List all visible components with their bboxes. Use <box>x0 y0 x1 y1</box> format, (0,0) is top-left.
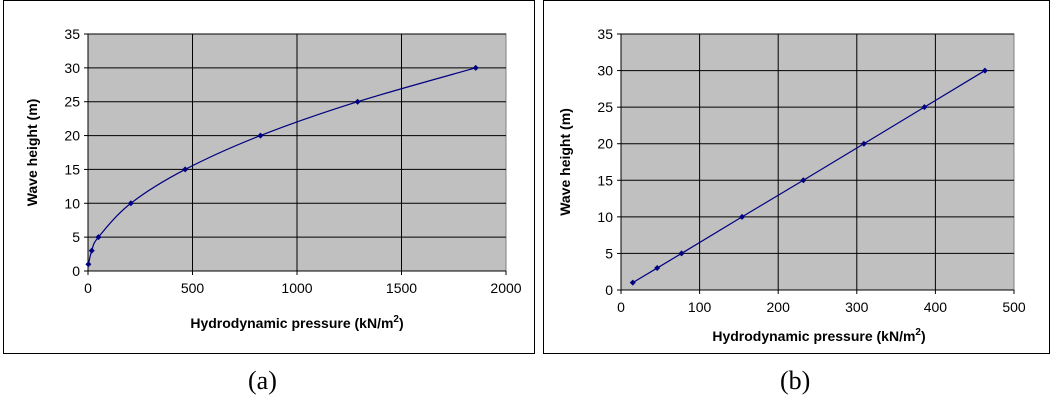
x-tick-label: 500 <box>181 280 205 296</box>
y-tick-label: 20 <box>64 128 80 144</box>
x-tick-label: 1500 <box>386 280 417 296</box>
y-axis-title: Wave height (m) <box>24 99 40 207</box>
caption-b: (b) <box>780 366 811 395</box>
y-tick-label: 10 <box>64 195 80 211</box>
data-point <box>921 104 928 111</box>
x-tick-label: 100 <box>688 299 712 315</box>
data-point <box>860 140 867 147</box>
chart-panel-a: 0 5 10 15 20 25 30 35 0 500 1000 1500 2000 Hydrodynam… <box>3 0 535 354</box>
x-tick-label: 300 <box>845 299 869 315</box>
x-axis-title: Hydrodynamic pressure (kN/m2) <box>712 327 925 344</box>
series-line <box>632 70 986 284</box>
y-tick-label: 0 <box>605 282 613 298</box>
x-tick-label: 500 <box>1002 299 1026 315</box>
data-point <box>800 177 807 184</box>
caption-a: (a) <box>248 366 277 395</box>
y-tick-label: 25 <box>64 94 80 110</box>
y-tick-label: 30 <box>64 60 80 76</box>
y-tick-label: 5 <box>605 245 613 261</box>
x-tick-label: 400 <box>924 299 948 315</box>
y-tick-label: 0 <box>72 263 80 279</box>
y-tick-label: 15 <box>597 172 613 188</box>
y-tick-label: 5 <box>72 229 80 245</box>
data-point <box>354 98 361 105</box>
chart-b-svg: 0 5 10 15 20 25 30 35 0 100 200 300 400 500 Hydrodynam… <box>557 26 1026 344</box>
y-tick-label: 10 <box>597 209 613 225</box>
y-tick-label: 35 <box>64 26 80 42</box>
data-point <box>472 64 479 71</box>
data-point <box>95 234 102 241</box>
data-point <box>629 279 636 286</box>
y-tick-label: 25 <box>597 99 613 115</box>
y-tick-label: 30 <box>597 63 613 79</box>
plot-area <box>620 33 1015 291</box>
x-tick-label: 200 <box>767 299 791 315</box>
data-point <box>678 250 685 257</box>
x-tick-label: 2000 <box>490 280 521 296</box>
y-tick-label: 20 <box>597 136 613 152</box>
chart-a-svg: 0 5 10 15 20 25 30 35 0 500 1000 1500 2000 Hydrodynam… <box>24 26 522 331</box>
data-point <box>257 132 264 139</box>
y-tick-label: 35 <box>597 26 613 42</box>
x-tick-label: 1000 <box>281 280 312 296</box>
data-point <box>739 213 746 220</box>
data-point <box>85 261 92 268</box>
x-axis-title: Hydrodynamic pressure (kN/m2) <box>190 314 403 331</box>
y-tick-label: 15 <box>64 161 80 177</box>
x-tick-label: 0 <box>617 299 625 315</box>
y-axis-title: Wave height (m) <box>557 108 573 216</box>
data-point <box>182 166 189 173</box>
x-tick-label: 0 <box>84 280 92 296</box>
data-point <box>127 200 134 207</box>
data-point <box>981 67 988 74</box>
chart-panel-b: 0 5 10 15 20 25 30 35 0 100 200 300 400 500 Hydrodynam… <box>543 0 1050 354</box>
data-point <box>88 247 95 254</box>
data-point <box>654 265 661 272</box>
